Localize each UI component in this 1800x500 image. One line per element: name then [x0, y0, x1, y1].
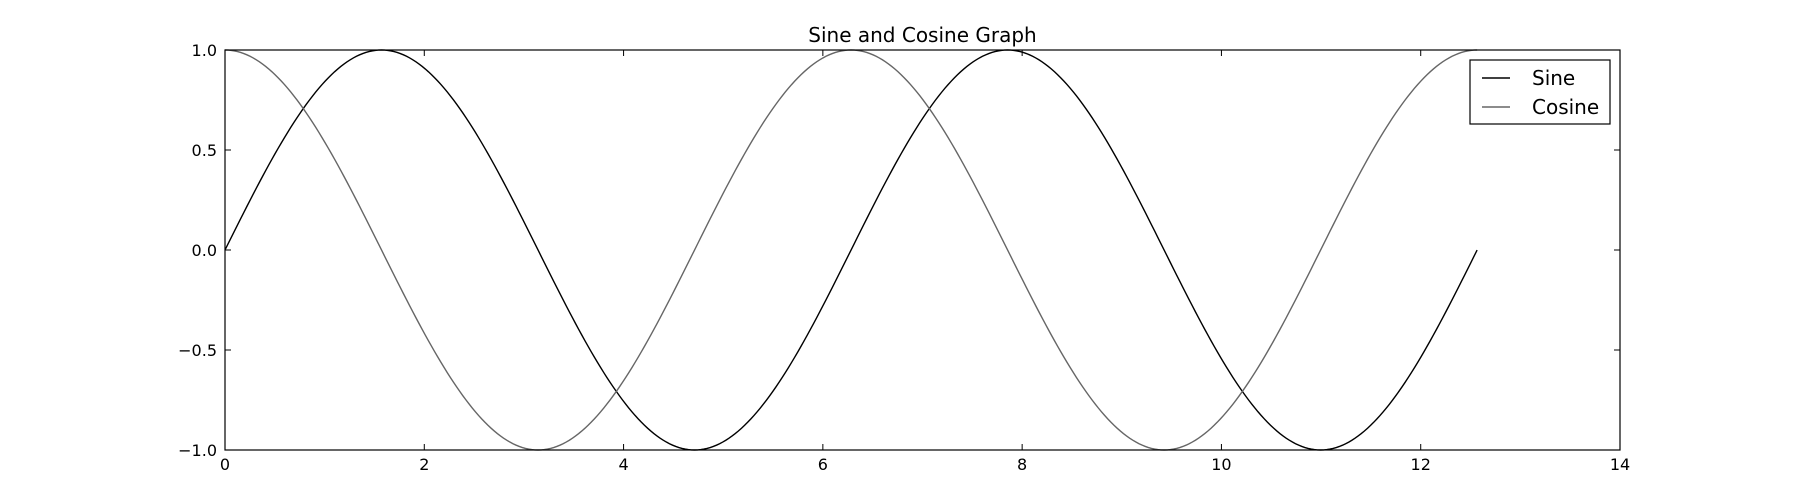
x-axis: 0 2 4 6 8 10 12 14 — [220, 50, 1630, 474]
legend-label-sine: Sine — [1532, 66, 1575, 90]
series-line-sine — [224, 49, 1478, 451]
y-tick-label: −1.0 — [178, 441, 217, 460]
x-tick-label: 4 — [618, 455, 628, 474]
legend-label-cosine: Cosine — [1532, 95, 1599, 119]
x-tick-label: 0 — [220, 455, 230, 474]
y-tick-label: 0.5 — [192, 141, 217, 160]
x-tick-label: 6 — [818, 455, 828, 474]
x-tick-label: 12 — [1411, 455, 1431, 474]
x-tick-label: 10 — [1211, 455, 1231, 474]
x-tick-label: 8 — [1017, 455, 1027, 474]
plot-frame — [224, 49, 1621, 451]
plot-area — [224, 49, 1478, 451]
y-tick-label: 1.0 — [192, 41, 217, 60]
x-tick-label: 2 — [419, 455, 429, 474]
y-axis: −1.0 −0.5 0.0 0.5 1.0 — [178, 41, 1620, 460]
x-tick-label: 14 — [1610, 455, 1630, 474]
y-tick-label: 0.0 — [192, 241, 217, 260]
legend: Sine Cosine — [1469, 59, 1611, 125]
chart-title: Sine and Cosine Graph — [808, 23, 1036, 47]
y-tick-label: −0.5 — [178, 341, 217, 360]
legend-box — [1469, 59, 1611, 125]
